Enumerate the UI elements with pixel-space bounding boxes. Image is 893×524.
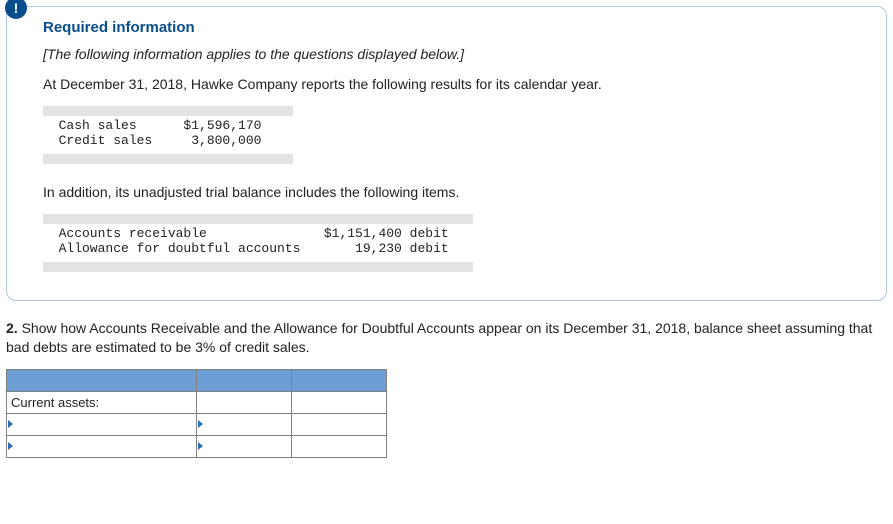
grey-bar-bottom-2 [43, 262, 473, 272]
input-cell[interactable] [7, 413, 197, 435]
current-assets-label: Current assets: [7, 391, 197, 413]
triangle-right-icon [198, 442, 203, 450]
header-cell [7, 369, 197, 391]
grey-bar-top-2 [43, 214, 473, 224]
grey-bar-top [43, 106, 293, 116]
sales-block: Cash sales $1,596,170 Credit sales 3,800… [43, 106, 862, 164]
question-text: Show how Accounts Receivable and the All… [6, 320, 872, 355]
mid-text: In addition, its unadjusted trial balanc… [43, 184, 862, 200]
table-header-row [7, 369, 387, 391]
intro-text: At December 31, 2018, Hawke Company repo… [43, 76, 862, 92]
table-row: Current assets: [7, 391, 387, 413]
input-cell[interactable] [292, 413, 387, 435]
triangle-right-icon [8, 442, 13, 450]
input-cell[interactable] [197, 413, 292, 435]
answer-table: Current assets: [6, 369, 387, 458]
required-info-title: Required information [43, 19, 862, 36]
input-cell[interactable] [197, 435, 292, 457]
question-number: 2. [6, 320, 18, 336]
triangle-right-icon [198, 420, 203, 428]
triangle-right-icon [8, 420, 13, 428]
sales-data: Cash sales $1,596,170 Credit sales 3,800… [43, 118, 862, 148]
trial-balance-data: Accounts receivable $1,151,400 debit All… [43, 226, 862, 256]
grey-bar-bottom [43, 154, 293, 164]
header-cell [197, 369, 292, 391]
table-row [7, 413, 387, 435]
input-cell[interactable] [7, 435, 197, 457]
input-cell[interactable] [197, 391, 292, 413]
alert-icon: ! [5, 0, 27, 19]
required-info-panel: ! Required information [The following in… [6, 6, 887, 301]
header-cell [292, 369, 387, 391]
question-2: 2. Show how Accounts Receivable and the … [6, 319, 887, 357]
trial-balance-block: Accounts receivable $1,151,400 debit All… [43, 214, 862, 272]
table-row [7, 435, 387, 457]
input-cell[interactable] [292, 435, 387, 457]
input-cell[interactable] [292, 391, 387, 413]
info-applies-note: [The following information applies to th… [43, 46, 862, 62]
